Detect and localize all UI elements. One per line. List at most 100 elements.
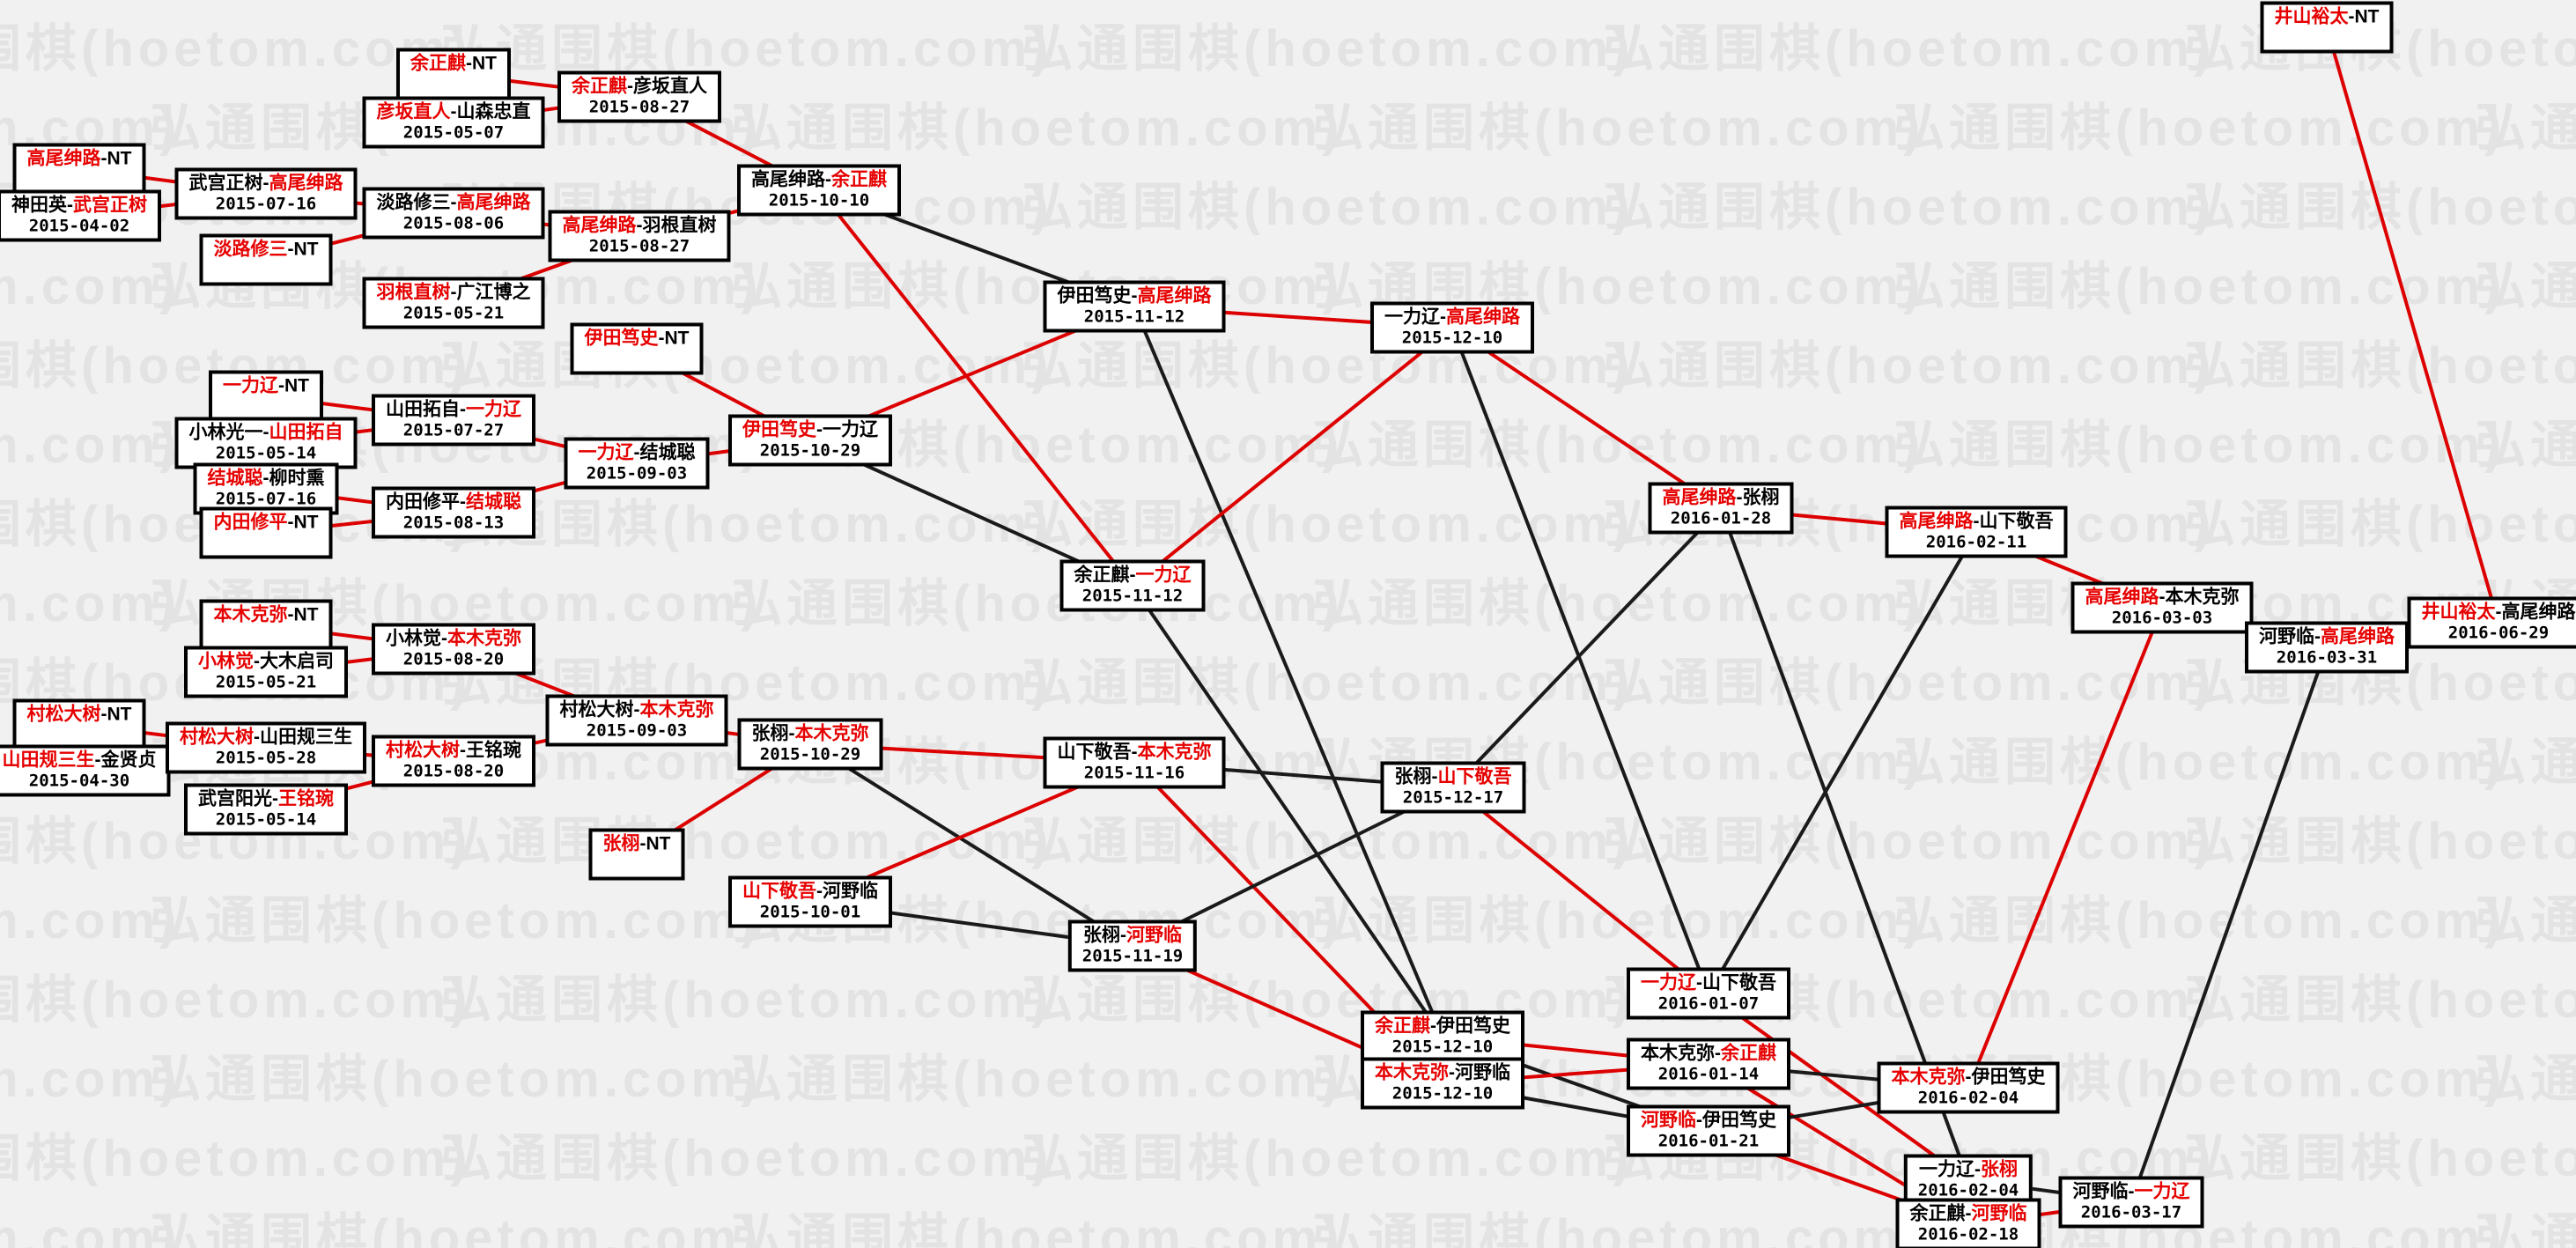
vs-dash: - xyxy=(1440,306,1446,328)
player-b: 山田规三生 xyxy=(260,727,352,748)
match-players: 山下敬吾-本木克弥 xyxy=(1058,742,1212,764)
match-node-n11[interactable]: 高尾绅路-余正麒 2015-10-10 xyxy=(737,164,901,217)
match-players: 小林觉-大木启司 xyxy=(198,652,334,673)
winner-path-line xyxy=(2325,26,2500,624)
match-players: 一力辽-张栩 xyxy=(1918,1160,2019,1181)
match-node-n27[interactable]: 村松大树-NT xyxy=(12,698,146,751)
match-node-n32[interactable]: 村松大树-本木克弥 2015-09-03 xyxy=(545,694,728,747)
watermark-text: 弘通围棋(hoetom.com) xyxy=(150,1051,763,1108)
match-node-n17[interactable]: 内田修平-结城聪 2015-08-13 xyxy=(372,486,535,539)
vs-dash: - xyxy=(658,328,665,349)
player-a: 高尾绅路 xyxy=(751,169,825,190)
player-a: 内田修平 xyxy=(213,512,288,533)
watermark-text: 弘通围棋(hoetom.com) xyxy=(2184,1130,2576,1187)
match-node-n12[interactable]: 一力辽-NT xyxy=(209,370,323,423)
match-node-n02[interactable]: 神田英-武宫正树 2015-04-02 xyxy=(0,189,161,242)
match-node-n29[interactable]: 村松大树-山田规三生 2015-05-28 xyxy=(166,721,366,774)
player-b: 河野临 xyxy=(1126,925,1182,946)
player-b: 河野临 xyxy=(823,881,878,902)
match-date: 2016-01-07 xyxy=(1657,993,1760,1014)
match-node-n41[interactable]: 一力辽-山下敬吾 2016-01-07 xyxy=(1627,967,1790,1020)
loser-path-line xyxy=(2129,646,2329,1203)
player-b: 金贤贞 xyxy=(100,750,157,771)
match-node-n40[interactable]: 本木克弥-河野临 2015-12-10 xyxy=(1361,1057,1524,1110)
match-node-n35[interactable]: 山下敬吾-河野临 2015-10-01 xyxy=(728,875,892,928)
match-node-n44[interactable]: 高尾绅路-张栩 2016-01-28 xyxy=(1648,482,1794,535)
match-node-n01[interactable]: 高尾绅路-NT xyxy=(12,143,146,196)
match-node-n43[interactable]: 河野临-伊田笃史 2016-01-21 xyxy=(1627,1104,1790,1157)
watermark-text: 弘通围棋(hoetom.com) xyxy=(0,1051,181,1108)
match-node-n13[interactable]: 小林光一-山田拓自 2015-05-14 xyxy=(174,417,358,469)
match-node-n26[interactable]: 小林觉-本木克弥 2015-08-20 xyxy=(372,623,535,676)
watermark-text: 弘通围棋(hoetom.com) xyxy=(440,971,1053,1029)
match-players: 伊田笃史-一力辽 xyxy=(742,420,878,441)
match-node-n37[interactable]: 张栩-河野临 2015-11-19 xyxy=(1067,919,1198,972)
player-b: NT xyxy=(293,239,319,260)
match-node-n09[interactable]: 余正麒-彦坂直人 2015-08-27 xyxy=(557,70,721,123)
match-node-n49[interactable]: 余正麒-河野临 2016-02-18 xyxy=(1895,1198,2041,1248)
match-node-n31[interactable]: 武宫阳光-王铭琬 2015-05-14 xyxy=(184,783,348,836)
match-node-n46[interactable]: 高尾绅路-本木克弥 2016-03-03 xyxy=(2070,581,2254,634)
match-node-n33[interactable]: 张栩-本木克弥 2015-10-29 xyxy=(737,718,883,771)
match-node-n45[interactable]: 高尾绅路-山下敬吾 2016-02-11 xyxy=(1885,506,2068,558)
loser-path-line xyxy=(1132,786,1454,948)
player-a: 彦坂直人 xyxy=(376,101,451,122)
watermark-text: 弘通围棋(hoetom.com) xyxy=(731,1209,1344,1248)
player-a: 武宫阳光 xyxy=(198,788,272,809)
match-node-n20[interactable]: 伊田笃史-一力辽 2015-10-29 xyxy=(728,414,892,467)
watermark-text: 弘通围棋(hoetom.com) xyxy=(1312,417,1925,474)
match-node-n08[interactable]: 羽根直树-广江博之 2015-05-21 xyxy=(362,277,545,329)
match-node-n10[interactable]: 高尾绅路-羽根直树 2015-08-27 xyxy=(548,210,731,262)
match-players: 河野临-一力辽 xyxy=(2073,1182,2190,1203)
match-players: 武宫正树-高尾绅路 xyxy=(189,174,343,195)
player-a: 小林觉 xyxy=(198,651,254,672)
match-node-n28[interactable]: 山田规三生-金贤贞 2015-04-30 xyxy=(0,744,171,797)
match-node-n04[interactable]: 淡路修三-NT xyxy=(199,233,333,286)
match-players: 井山裕太-NT xyxy=(2275,7,2380,28)
match-node-n24[interactable]: 本木克弥-NT xyxy=(199,599,333,652)
loser-path-line xyxy=(1131,584,1444,1038)
match-node-n36[interactable]: 山下敬吾-本木克弥 2015-11-16 xyxy=(1043,736,1226,789)
match-node-n38[interactable]: 张栩-山下敬吾 2015-12-17 xyxy=(1380,761,1526,814)
match-node-n05[interactable]: 余正麒-NT xyxy=(396,48,511,100)
match-node-n06[interactable]: 彦坂直人-山森忠直 2015-05-07 xyxy=(362,96,545,149)
match-node-n07[interactable]: 淡路修三-高尾绅路 2015-08-06 xyxy=(362,187,545,240)
match-node-n53[interactable]: 井山裕太-高尾绅路 2016-06-29 xyxy=(2407,596,2576,649)
match-date: 2015-05-07 xyxy=(402,122,505,143)
match-node-n21[interactable]: 伊田笃史-高尾绅路 2015-11-12 xyxy=(1043,280,1226,333)
player-a: 结城聪 xyxy=(207,468,263,489)
watermark-text: 弘通围棋(hoetom.com) xyxy=(2475,100,2576,157)
vs-dash: - xyxy=(1715,1043,1721,1064)
match-node-n30[interactable]: 村松大树-王铭琬 2015-08-20 xyxy=(372,735,535,787)
player-b: NT xyxy=(107,704,132,725)
loser-path-line xyxy=(808,742,1134,948)
match-node-n25[interactable]: 小林觉-大木启司 2015-05-21 xyxy=(184,646,348,698)
match-node-n22[interactable]: 余正麒-一力辽 2015-11-12 xyxy=(1059,559,1206,612)
match-date xyxy=(223,397,309,417)
watermark-text: 弘通围棋(hoetom.com) xyxy=(2475,417,2576,474)
match-node-n14[interactable]: 山田拓自-一力辽 2015-07-27 xyxy=(372,394,535,447)
player-b: 本木克弥 xyxy=(794,723,869,744)
match-node-n52[interactable]: 井山裕太-NT xyxy=(2260,1,2394,54)
match-players: 彦坂直人-山森忠直 xyxy=(377,102,531,123)
match-node-n51[interactable]: 河野临-高尾绅路 2016-03-31 xyxy=(2245,621,2409,674)
match-node-n03[interactable]: 武宫正树-高尾绅路 2015-07-16 xyxy=(174,167,358,220)
player-a: 村松大树 xyxy=(180,727,254,748)
match-date: 2015-09-03 xyxy=(586,720,688,741)
player-b: 山下敬吾 xyxy=(1702,972,1776,993)
match-node-n47[interactable]: 本木克弥-伊田笃史 2016-02-04 xyxy=(1877,1061,2060,1114)
match-node-n18[interactable]: 一力辽-结城聪 2015-09-03 xyxy=(564,437,710,490)
watermark-text: 弘通围棋(hoetom.com) xyxy=(1022,971,1635,1029)
match-node-n34[interactable]: 张栩-NT xyxy=(588,828,685,881)
match-date: 2016-03-17 xyxy=(2080,1202,2182,1222)
match-node-n16[interactable]: 内田修平-NT xyxy=(199,506,333,559)
player-a: 高尾绅路 xyxy=(2085,587,2159,608)
match-players: 山田拓自-一力辽 xyxy=(386,400,521,421)
vs-dash: - xyxy=(272,788,278,809)
match-node-n23[interactable]: 一力辽-高尾绅路 2015-12-10 xyxy=(1370,301,1534,354)
match-node-n19[interactable]: 伊田笃史-NT xyxy=(570,322,704,375)
match-node-n39[interactable]: 余正麒-伊田笃史 2015-12-10 xyxy=(1361,1010,1524,1063)
player-b: 山森忠直 xyxy=(456,101,531,122)
match-node-n42[interactable]: 本木克弥-余正麒 2016-01-14 xyxy=(1627,1038,1790,1090)
match-node-n50[interactable]: 河野临-一力辽 2016-03-17 xyxy=(2058,1176,2204,1229)
